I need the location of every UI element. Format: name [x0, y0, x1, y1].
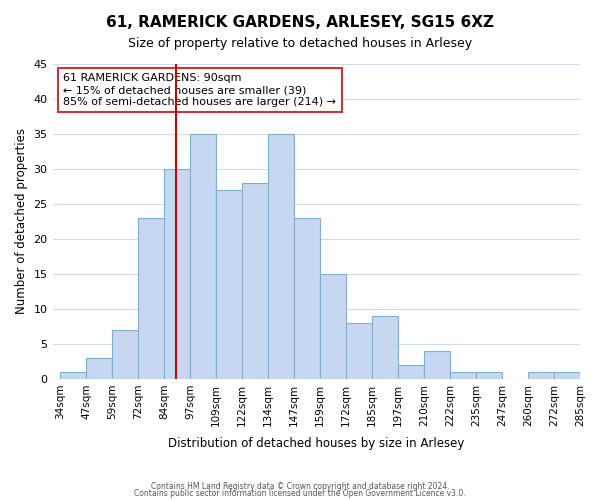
Text: Contains public sector information licensed under the Open Government Licence v3: Contains public sector information licen… [134, 489, 466, 498]
Bar [398, 365, 424, 379]
Bar [346, 323, 372, 379]
Bar [61, 372, 86, 379]
Bar [294, 218, 320, 379]
Text: 61, RAMERICK GARDENS, ARLESEY, SG15 6XZ: 61, RAMERICK GARDENS, ARLESEY, SG15 6XZ [106, 15, 494, 30]
Bar [268, 134, 294, 379]
Bar [216, 190, 242, 379]
Bar [190, 134, 216, 379]
Y-axis label: Number of detached properties: Number of detached properties [15, 128, 28, 314]
Bar [450, 372, 476, 379]
Bar [372, 316, 398, 379]
Text: Contains HM Land Registry data © Crown copyright and database right 2024.: Contains HM Land Registry data © Crown c… [151, 482, 449, 491]
Bar [164, 169, 190, 379]
Bar [528, 372, 554, 379]
Bar [112, 330, 138, 379]
X-axis label: Distribution of detached houses by size in Arlesey: Distribution of detached houses by size … [168, 437, 464, 450]
Text: Size of property relative to detached houses in Arlesey: Size of property relative to detached ho… [128, 38, 472, 51]
Bar [138, 218, 164, 379]
Bar [320, 274, 346, 379]
Bar [476, 372, 502, 379]
Bar [554, 372, 580, 379]
Bar [242, 183, 268, 379]
Bar [424, 351, 450, 379]
Bar [86, 358, 112, 379]
Text: 61 RAMERICK GARDENS: 90sqm
← 15% of detached houses are smaller (39)
85% of semi: 61 RAMERICK GARDENS: 90sqm ← 15% of deta… [63, 74, 336, 106]
